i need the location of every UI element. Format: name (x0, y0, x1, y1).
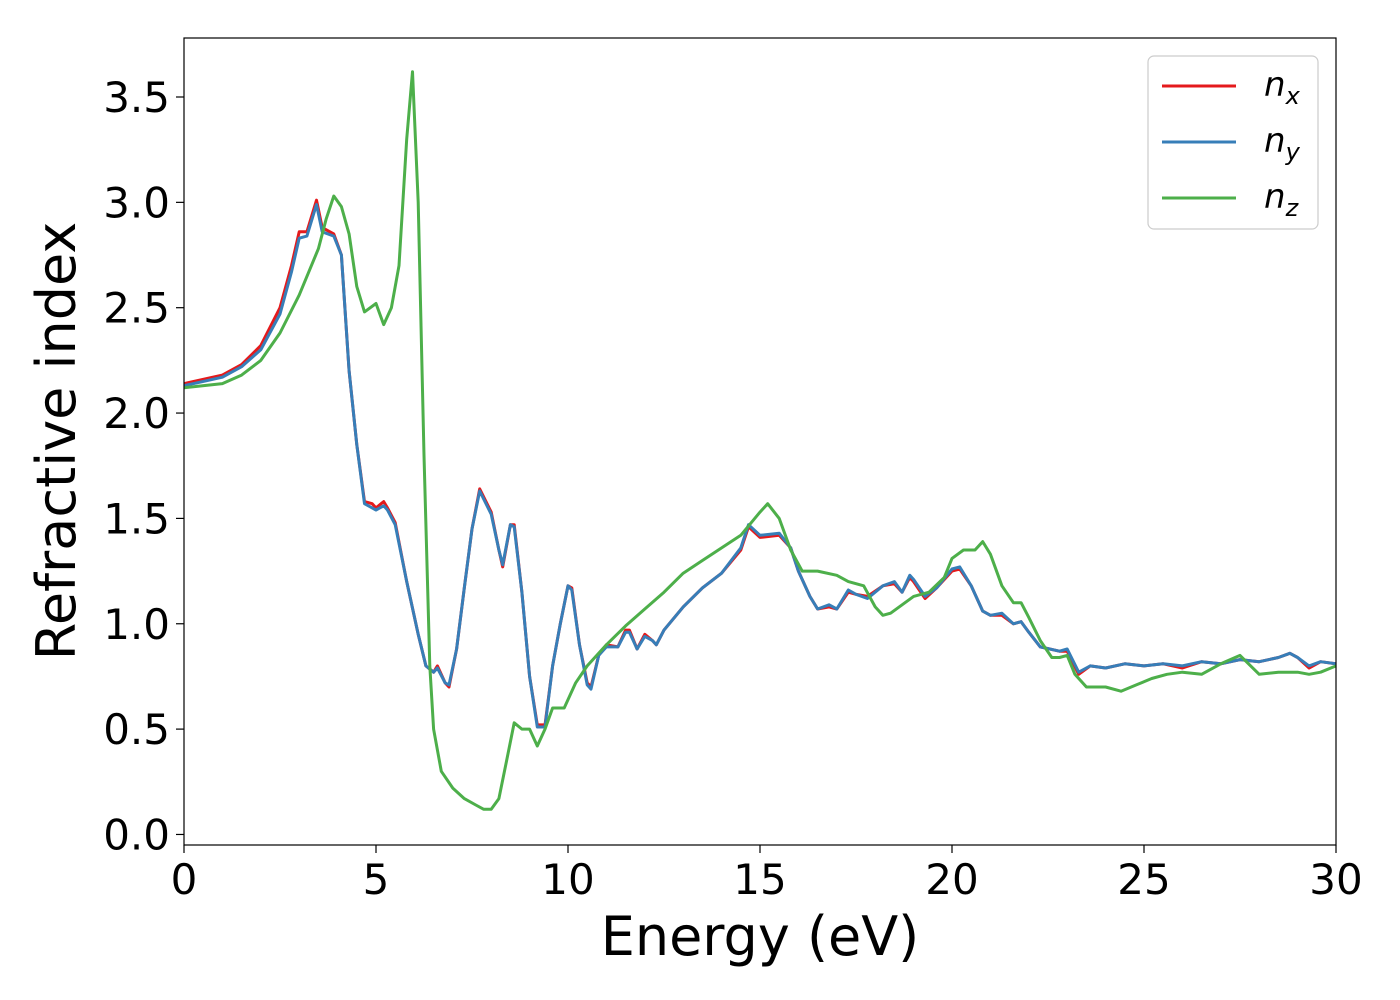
series-line-y (184, 203, 1336, 729)
axes: 0 5 10 15 20 25 30 0.0 0.5 1.0 1.5 2.0 2.5 3.0 3.5 (103, 37, 1363, 904)
legend-label-y: ny (1264, 121, 1301, 166)
y-tick-label: 3.0 (103, 178, 170, 227)
legend-label-z: nz (1264, 177, 1300, 222)
y-tick-label: 2.0 (103, 389, 170, 438)
x-tick-label: 15 (733, 855, 786, 904)
y-axis-label: Refractive index (25, 222, 88, 661)
y-tick-label: 3.5 (103, 73, 170, 122)
legend: nx ny nz (1147, 55, 1319, 230)
x-tick-label: 20 (925, 855, 978, 904)
y-tick-label: 1.0 (103, 600, 170, 649)
y-tick-label: 0.0 (103, 810, 170, 859)
series-line-z (184, 70, 1336, 811)
x-tick-label: 0 (171, 855, 198, 904)
x-tick-label: 25 (1117, 855, 1170, 904)
x-axis-label: Energy (eV) (601, 905, 920, 968)
y-tick-label: 2.5 (103, 284, 170, 333)
x-tick-label: 10 (541, 855, 594, 904)
legend-label-x: nx (1264, 65, 1301, 110)
plot-lines (184, 70, 1336, 811)
x-tick-label: 5 (363, 855, 390, 904)
x-tick-label: 30 (1309, 855, 1362, 904)
y-tick-label: 0.5 (103, 705, 170, 754)
y-tick-label: 1.5 (103, 494, 170, 543)
